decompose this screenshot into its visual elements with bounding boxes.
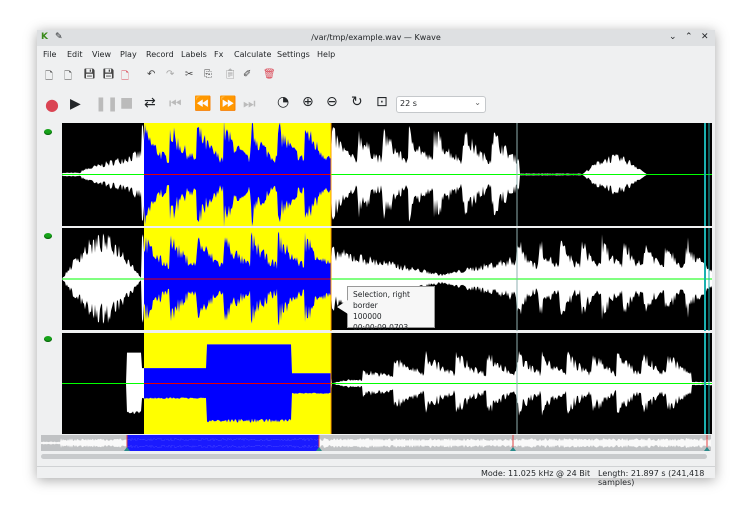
undo-icon[interactable]: ↶ bbox=[147, 69, 156, 80]
close-file-icon[interactable]: 🗋 bbox=[121, 71, 130, 82]
maximize-icon[interactable]: ⌃ bbox=[685, 32, 693, 42]
tooltip-sample: 100000 bbox=[353, 312, 382, 321]
channel-1-enable-led[interactable] bbox=[44, 129, 52, 135]
marker-handle bbox=[704, 447, 710, 451]
selection-tooltip: Selection, right border 100000 00:00:09.… bbox=[337, 286, 435, 332]
horizontal-scrollbar[interactable] bbox=[41, 454, 707, 459]
menu-file[interactable]: File bbox=[43, 50, 57, 59]
kwave-window: K ✎ /var/tmp/example.wav — Kwave ⌄ ⌃ ✕ F… bbox=[37, 30, 715, 487]
marker-handle bbox=[316, 447, 322, 451]
status-mode: Mode: 11.025 kHz @ 24 Bit bbox=[481, 469, 591, 478]
record-icon[interactable]: ● bbox=[45, 95, 59, 114]
paste-icon[interactable]: 📋︎ bbox=[224, 69, 237, 80]
menu-settings[interactable]: Settings bbox=[277, 50, 310, 59]
new-file-icon[interactable]: 🗋 bbox=[45, 71, 54, 82]
zoom-out-icon[interactable]: ⊖ bbox=[326, 94, 338, 110]
close-icon[interactable]: ✕ bbox=[701, 32, 709, 42]
cut-icon[interactable]: ✂ bbox=[185, 69, 194, 80]
erase-icon[interactable]: ✐ bbox=[243, 69, 252, 80]
overview-bar[interactable] bbox=[41, 435, 711, 451]
delete-icon[interactable]: 🗑︎ bbox=[263, 69, 276, 80]
save-icon[interactable]: 💾︎ bbox=[83, 69, 96, 80]
zoom-in-icon[interactable]: ⊕ bbox=[302, 94, 314, 110]
status-bar: Mode: 11.025 kHz @ 24 Bit Length: 21.897… bbox=[37, 466, 715, 487]
overview-selected-waveform bbox=[127, 438, 319, 448]
zoom-selection-icon[interactable]: ◔ bbox=[277, 94, 290, 110]
channel-3-enable-led[interactable] bbox=[44, 336, 52, 342]
channel-separator bbox=[62, 331, 712, 333]
window-title: /var/tmp/example.wav — Kwave bbox=[311, 33, 441, 42]
minimize-icon[interactable]: ⌄ bbox=[669, 32, 677, 42]
menu-view[interactable]: View bbox=[92, 50, 111, 59]
forward-icon[interactable]: ⏩ bbox=[219, 96, 237, 112]
marker-handle bbox=[124, 447, 130, 451]
zoom-reset-icon[interactable]: ↻ bbox=[351, 94, 363, 110]
menu-record[interactable]: Record bbox=[146, 50, 174, 59]
skip-end-icon[interactable]: ⏭ bbox=[243, 96, 256, 112]
tooltip-time: 00:00:09.0703 bbox=[353, 323, 409, 332]
menu-calculate[interactable]: Calculate bbox=[234, 50, 272, 59]
copy-icon[interactable]: ⎘ bbox=[204, 69, 212, 80]
status-length: Length: 21.897 s (241,418 samples) bbox=[598, 469, 705, 487]
title-bar: K ✎ /var/tmp/example.wav — Kwave ⌄ ⌃ ✕ bbox=[37, 30, 715, 46]
pause-icon[interactable]: ❚❚ bbox=[95, 96, 119, 112]
chevron-down-icon: ⌄ bbox=[474, 98, 481, 107]
zoom-select[interactable]: 22 s ⌄ bbox=[396, 96, 486, 113]
menu-help[interactable]: Help bbox=[317, 50, 336, 59]
channel-separator bbox=[62, 226, 712, 228]
kwave-logo-icon: K bbox=[41, 32, 48, 42]
signal-view[interactable] bbox=[62, 123, 712, 434]
menu-play[interactable]: Play bbox=[120, 50, 137, 59]
zoom-value: 22 s bbox=[400, 99, 417, 108]
menu-bar: File Edit View Play Record Labels Fx Cal… bbox=[37, 47, 715, 63]
loop-icon[interactable]: ⇄ bbox=[144, 95, 156, 111]
pin-icon[interactable]: ✎ bbox=[55, 32, 63, 42]
open-file-icon[interactable]: 🗋 bbox=[64, 71, 73, 82]
tooltip-title: Selection, right border bbox=[353, 290, 410, 310]
menu-edit[interactable]: Edit bbox=[67, 50, 83, 59]
marker-handle bbox=[510, 447, 516, 451]
play-icon[interactable]: ▶ bbox=[70, 96, 81, 112]
menu-labels[interactable]: Labels bbox=[181, 50, 207, 59]
stop-icon[interactable]: ■ bbox=[120, 95, 134, 111]
rewind-icon[interactable]: ⏪ bbox=[194, 96, 212, 112]
skip-start-icon[interactable]: ⏮ bbox=[169, 96, 182, 112]
save-as-icon[interactable]: 💾︎ bbox=[102, 69, 115, 80]
menu-fx[interactable]: Fx bbox=[214, 50, 224, 59]
redo-icon[interactable]: ↷ bbox=[166, 69, 175, 80]
zoom-all-icon[interactable]: ⊡ bbox=[376, 94, 388, 110]
channel-2-enable-led[interactable] bbox=[44, 233, 52, 239]
